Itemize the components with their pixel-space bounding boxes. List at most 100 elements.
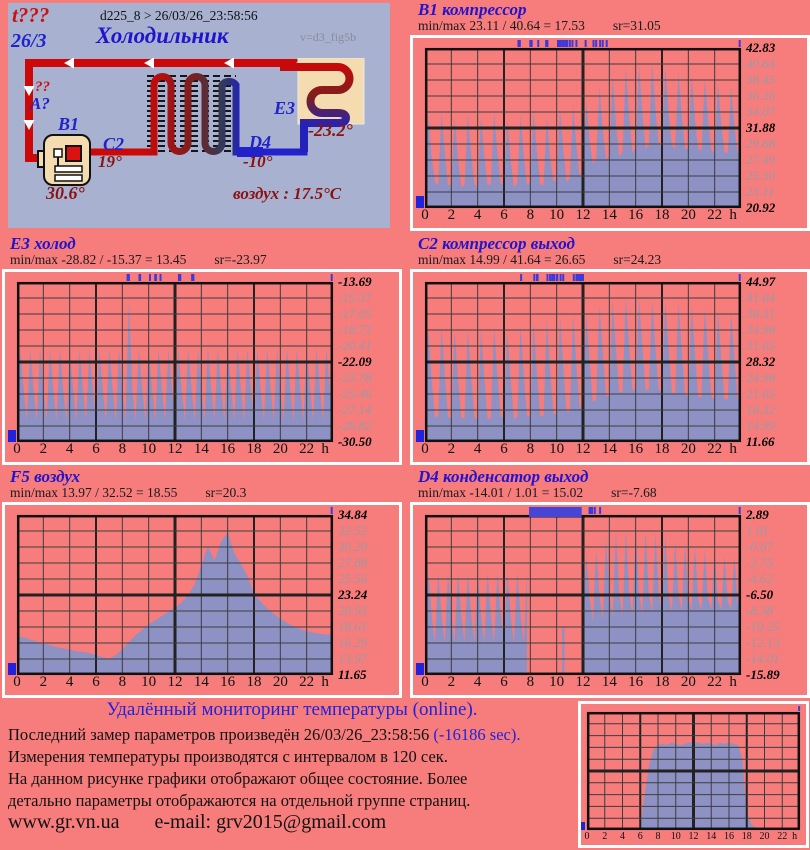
chart-frame-e3: -13.69 -15.37 -17.05 -18.73 -20.41 -22.09 -23.… [2, 269, 402, 465]
y-axis-label: -15.37 [338, 290, 372, 305]
c2-label: C2 [103, 134, 125, 154]
x-axis-label: 16 [628, 207, 644, 223]
x-axis-label: 0 [13, 441, 21, 457]
y-axis-label: 16.29 [338, 635, 368, 650]
y-axis-label: 28.32 [746, 354, 776, 369]
y-axis-label: 36.26 [746, 88, 776, 103]
question-blue-label: A? [30, 94, 50, 113]
x-axis-label: 20 [680, 674, 696, 690]
x-axis-label: 22 [299, 674, 315, 690]
footer-line-4: детально параметры отображаются на отдел… [8, 791, 471, 810]
chart-block-d4: D4 конденсатор выход min/max -14.01 / 1.… [410, 468, 810, 698]
y-axis-label: -23.78 [338, 370, 372, 385]
chart-minmax-b1: min/max 23.11 / 40.64 = 17.53 sr=31.05 [418, 18, 661, 33]
x-axis-label: 8 [526, 441, 535, 457]
footer-heading: Удалённый мониторинг температуры (online… [106, 699, 478, 720]
c2-temp: 19° [98, 152, 122, 171]
x-axis-unit: h [321, 674, 329, 690]
e3-temp: -23.2° [308, 120, 353, 140]
plot-e3: -13.69 -15.37 -17.05 -18.73 -20.41 -22.09 -23.… [8, 274, 399, 460]
x-axis: 0 2 4 6 8 10 12 14 16 18 20 22 h [421, 674, 807, 693]
x-axis-label: 6 [637, 831, 643, 842]
condenser-coil [145, 73, 241, 156]
x-axis-label: 6 [92, 674, 100, 690]
y-axis-label: 32.52 [338, 523, 368, 538]
y-axis-label: 11.66 [746, 434, 775, 449]
x-axis-label: 10 [141, 441, 157, 457]
x-axis-label: 18 [741, 831, 752, 842]
status-marker [416, 663, 424, 675]
plot-overview: 0 2 4 6 8 10 12 14 16 18 20 22 h [581, 706, 806, 843]
website-link[interactable]: www.gr.vn.ua [8, 811, 120, 833]
y-axis-label: 20.93 [338, 603, 368, 618]
y-axis-label: 11.65 [338, 667, 367, 682]
x-axis-label: 18 [654, 441, 670, 457]
y-axis-label: -8.38 [746, 603, 774, 618]
status-marker [8, 430, 16, 442]
x-axis: 0 2 4 6 8 10 12 14 16 18 20 22 h [421, 207, 807, 226]
mini-canvas [586, 706, 801, 831]
footer-line-1: Последний замер параметров произведён 26… [8, 725, 521, 744]
chart-frame-overview: 0 2 4 6 8 10 12 14 16 18 20 22 h [578, 701, 809, 848]
x-axis-label: 20 [272, 674, 288, 690]
header-date-short: 26/3 [11, 30, 47, 52]
d4-temp: -10° [243, 152, 273, 171]
x-axis-label: 16 [220, 674, 236, 690]
chart-block-b1: B1 компрессор min/max 23.11 / 40.64 = 17… [410, 0, 810, 231]
x-axis-label: 0 [13, 674, 21, 690]
email-link[interactable]: e-mail: grv2015@gmail.com [154, 811, 387, 833]
x-axis-label: 16 [628, 674, 644, 690]
chart-minmax-c2: min/max 14.99 / 41.64 = 26.65 sr=24.23 [418, 252, 662, 267]
x-axis-label: 4 [620, 831, 625, 842]
chart-minmax-d4: min/max -14.01 / 1.01 = 15.02 sr=-7.68 [418, 485, 657, 500]
f5-canvas [16, 507, 334, 676]
y-axis-label: 2.89 [746, 507, 769, 522]
y-axis-label: 44.97 [746, 274, 776, 289]
y-axis-label: 1.01 [746, 523, 769, 538]
x-axis-label: 18 [246, 674, 262, 690]
y-axis-label: -14.01 [746, 651, 780, 666]
y-axis-label: 41.64 [746, 290, 776, 305]
x-axis-label: 18 [654, 674, 670, 690]
x-axis-label: 4 [65, 674, 74, 690]
e3-canvas [16, 274, 334, 443]
evaporator-coil [280, 63, 354, 152]
x-axis-label: 2 [602, 831, 608, 842]
header-temp-unknown: t??? [12, 3, 50, 27]
page-title: Холодильник [96, 23, 229, 48]
x-axis-label: 4 [473, 674, 482, 690]
x-axis-label: 6 [500, 441, 508, 457]
x-axis-label: 14 [601, 674, 617, 690]
x-axis-label: 6 [500, 207, 508, 223]
chart-title-f5: F5 воздух [10, 467, 81, 486]
footer-line-2: Измерения температуры производятся с инт… [8, 747, 448, 766]
return-pipe [25, 59, 308, 162]
question-red-label: ?? [35, 79, 50, 95]
x-axis-label: 2 [39, 674, 48, 690]
x-axis-label: 0 [584, 831, 590, 842]
y-axis-label: -6.50 [746, 587, 774, 602]
x-axis-label: 0 [421, 674, 429, 690]
x-axis-label: 6 [92, 441, 100, 457]
x-axis-label: 14 [601, 207, 617, 223]
y-axis-label: -28.82 [338, 418, 372, 433]
x-axis-label: 14 [193, 674, 209, 690]
y-axis-label: -27.14 [338, 402, 372, 417]
refrigerator-diagram-panel: t??? 26/3 d225_8 > 26/03/26_23:58:56 Хол… [8, 3, 390, 228]
y-axis-label: 34.84 [338, 507, 368, 522]
x-axis-unit: h [792, 831, 798, 842]
y-axis-label: 14.99 [746, 418, 776, 433]
x-axis-label: 10 [549, 207, 565, 223]
y-axis-label: 29.68 [746, 136, 776, 151]
x-axis-label: 2 [447, 674, 456, 690]
y-axis-label: -18.73 [338, 322, 372, 337]
x-axis-label: 10 [549, 441, 565, 457]
status-marker [416, 430, 424, 442]
chart-title-b1: B1 компрессор [418, 0, 527, 19]
b1-label: B1 [58, 114, 80, 134]
x-axis-label: 14 [601, 441, 617, 457]
x-axis-label: 10 [549, 674, 565, 690]
y-axis-label: -10.25 [746, 619, 780, 634]
x-axis-label: 8 [655, 831, 661, 842]
x-axis-label: 18 [246, 441, 262, 457]
